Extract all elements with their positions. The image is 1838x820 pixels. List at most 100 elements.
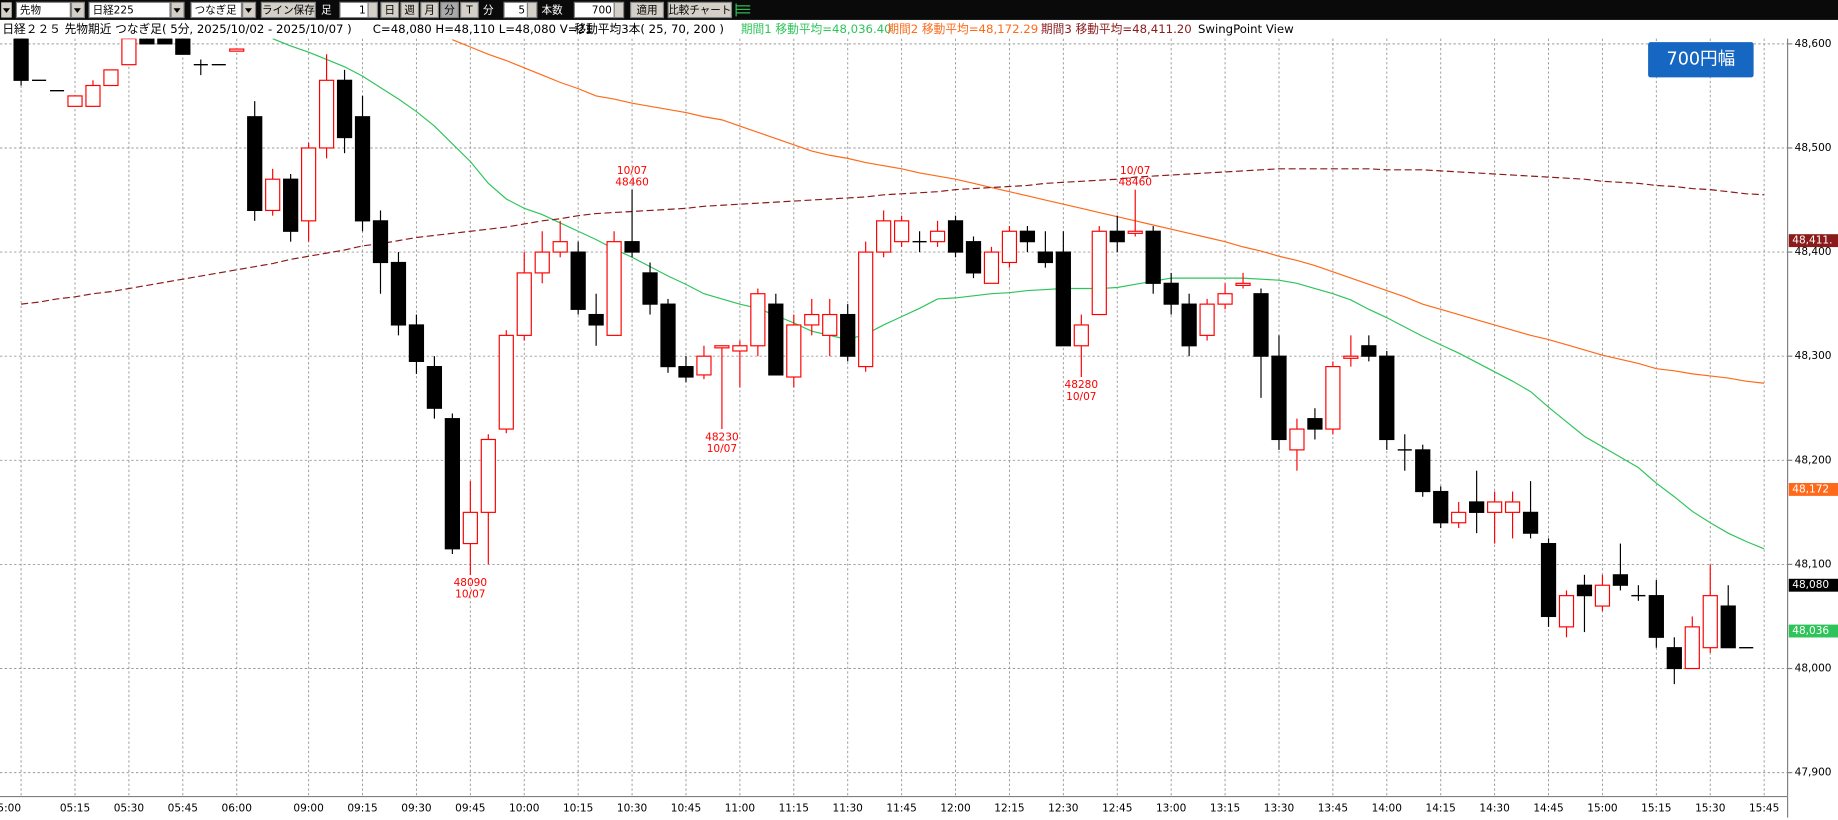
candle-body (1684, 626, 1700, 670)
range-badge[interactable]: 700円幅 (1648, 42, 1754, 78)
candle-body (265, 178, 281, 212)
candle-body (1433, 490, 1449, 524)
candle-body (1199, 303, 1215, 336)
swing-low-date: 10/07 (1066, 391, 1096, 403)
button[interactable] (667, 1, 733, 19)
candle-body (1702, 595, 1718, 649)
candle-body (1307, 418, 1323, 430)
candle-body (983, 251, 1000, 284)
candle-body (1522, 511, 1539, 534)
ma-settings: 移動平均3本( 25, 70, 200 ) (574, 22, 724, 36)
button[interactable] (440, 1, 459, 19)
candle-body (1720, 605, 1736, 649)
button-label[interactable]: T (465, 5, 473, 17)
swing-high-date: 10/07 (617, 165, 647, 177)
candle-body (552, 241, 568, 253)
button-label[interactable]: 分 (444, 5, 455, 17)
candle-body (1379, 355, 1395, 441)
button-label[interactable]: 適用 (637, 4, 658, 17)
input-value[interactable]: 700 (592, 5, 612, 17)
x-tick-label: 11:15 (779, 802, 809, 814)
x-tick-label: 15:15 (1641, 802, 1671, 814)
axis-marker-label: 48,080 (1792, 579, 1829, 591)
candle-body (947, 220, 964, 253)
button-label[interactable]: 月 (424, 5, 435, 17)
x-tick-label: 15:45 (1749, 802, 1779, 814)
dropdown[interactable] (88, 1, 171, 19)
button[interactable] (260, 1, 316, 19)
dropdown[interactable] (190, 1, 243, 19)
dropdown-label[interactable]: 先物 (20, 4, 41, 17)
axes: 48,600 48,500 48,400 48,300 48,200 48,100 48,0… (0, 38, 1838, 818)
x-tick-label: 12:00 (940, 802, 970, 814)
toolbar-icon[interactable] (735, 3, 751, 17)
button[interactable] (420, 1, 439, 19)
button[interactable] (630, 1, 665, 19)
button-label[interactable]: 週 (404, 5, 415, 17)
x-tick-label: 11:45 (886, 802, 916, 814)
candle-body (283, 178, 299, 232)
dropdown-arrow (73, 8, 81, 13)
button[interactable] (460, 1, 479, 19)
button-label[interactable]: 比較チャート (668, 4, 731, 17)
axis-marker-label: 48,172 (1792, 483, 1829, 495)
candle-body (408, 324, 425, 362)
axis-marker (1788, 624, 1838, 638)
x-tick-label: 06:00 (222, 802, 252, 814)
candle-body (13, 38, 29, 81)
candle-body (1361, 345, 1377, 357)
candle-body (85, 84, 101, 107)
badge-box[interactable] (1648, 42, 1754, 78)
axis-marker (1788, 578, 1838, 592)
x-tick-label: 12:30 (1048, 802, 1078, 814)
candle-body (1217, 293, 1233, 305)
swing-low-price: 48230 (705, 431, 739, 443)
x-tick-label: 13:45 (1318, 802, 1348, 814)
candle-body (1486, 501, 1503, 513)
candle-body (858, 251, 874, 368)
candle-body (1289, 428, 1305, 451)
spinner[interactable] (613, 1, 625, 19)
candle-body (1576, 584, 1593, 597)
input-value[interactable]: 1 (359, 5, 366, 17)
input-value[interactable]: 5 (518, 5, 525, 17)
candle-body (318, 79, 335, 149)
candle-body (768, 303, 784, 376)
candle-body (121, 38, 137, 66)
info-line: 日経２２５ 先物期近 つなぎ足( 5分, 2025/10/02 - 2025/1… (2, 22, 1294, 36)
x-tick-label: 13:00 (1156, 802, 1186, 814)
candle-body (696, 355, 712, 376)
moving-average-line (452, 39, 1765, 384)
axis-marker-label: 48,411. (1792, 235, 1832, 247)
x-tick-label: 14:45 (1533, 802, 1563, 814)
menu-arrow (2, 8, 10, 13)
spinner[interactable] (526, 1, 538, 19)
button[interactable] (400, 1, 420, 19)
candle-body (606, 241, 622, 336)
y-tick-label: 48,100 (1795, 558, 1832, 570)
badge-text[interactable]: 700円幅 (1667, 50, 1736, 70)
candle-body (372, 220, 389, 264)
legend-entry: 期間2 移動平均=48,172.29 (887, 22, 1038, 36)
x-tick-label: 09:15 (347, 802, 377, 814)
candle-body (1145, 230, 1161, 284)
candle-body (336, 79, 353, 139)
button-label[interactable]: ライン保存 (262, 4, 315, 17)
dropdown[interactable] (15, 1, 71, 19)
candle-body (965, 241, 982, 274)
dropdown-label[interactable]: つなぎ足 (195, 4, 238, 17)
chart-title: 日経２２５ 先物期近 つなぎ足( 5分, 2025/10/02 - 2025/1… (2, 22, 351, 36)
moving-average-line (272, 38, 1765, 550)
spinner[interactable] (367, 1, 379, 19)
x-tick-label: 09:30 (401, 802, 431, 814)
dropdown-label[interactable]: 日経225 (93, 4, 134, 17)
button[interactable] (380, 1, 400, 19)
candle-body (1091, 230, 1107, 316)
button-label[interactable]: 日 (384, 5, 395, 17)
swing-high-price: 48460 (1118, 177, 1152, 189)
candle-body (840, 313, 856, 357)
candle-body (498, 334, 514, 430)
candle-body (1163, 282, 1179, 305)
candle-body (139, 38, 155, 45)
